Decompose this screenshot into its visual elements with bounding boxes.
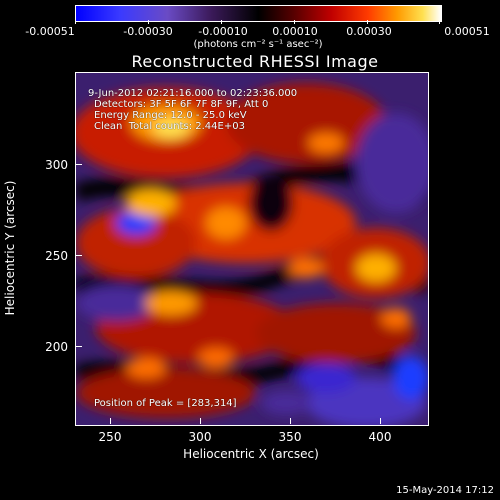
x-tick-label: 250 xyxy=(98,430,122,444)
y-tick xyxy=(76,346,82,347)
energy-range: Energy Range: 12.0 - 25.0 keV xyxy=(94,110,247,121)
y-tick xyxy=(76,164,82,165)
colorbar-tick-label: 0.00010 xyxy=(272,25,318,38)
x-tick-label: 300 xyxy=(188,430,212,444)
y-tick-label: 250 xyxy=(45,249,68,263)
colorbar-tick xyxy=(439,20,440,24)
image-title: Reconstructed RHESSI Image xyxy=(131,52,379,71)
detectors-info: Detectors: 3F 5F 6F 7F 8F 9F, Att 0 xyxy=(94,99,269,110)
colorbar-tick-label: -0.00010 xyxy=(198,25,248,38)
colorbar xyxy=(75,5,442,22)
y-tick-label: 200 xyxy=(45,340,68,354)
x-axis-label: Heliocentric X (arcsec) xyxy=(183,447,319,461)
x-tick-label: 400 xyxy=(368,430,392,444)
clean-total-counts: Clean Total counts: 2.44E+03 xyxy=(94,121,245,132)
x-tick xyxy=(200,418,201,424)
colorbar-tick-label: 0.00051 xyxy=(444,25,490,38)
x-tick xyxy=(380,418,381,424)
colorbar-tick xyxy=(75,20,76,24)
x-tick xyxy=(110,418,111,424)
colorbar-units: (photons cm⁻² s⁻¹ asec⁻²) xyxy=(193,39,323,50)
reconstructed-image xyxy=(76,73,428,425)
x-tick xyxy=(290,418,291,424)
y-axis-label: Heliocentric Y (arcsec) xyxy=(3,180,17,316)
colorbar-tick xyxy=(148,20,149,24)
y-tick xyxy=(76,255,82,256)
image-plot xyxy=(75,72,429,426)
peak-position: Position of Peak = [283,314] xyxy=(94,398,237,409)
colorbar-tick xyxy=(221,20,222,24)
y-tick-label: 300 xyxy=(45,158,68,172)
colorbar-tick-label: -0.00030 xyxy=(123,25,173,38)
x-tick-label: 350 xyxy=(278,430,302,444)
generation-timestamp: 15-May-2014 17:12 xyxy=(396,485,494,496)
colorbar-tick xyxy=(367,20,368,24)
colorbar-tick-label: -0.00051 xyxy=(25,25,75,38)
colorbar-tick xyxy=(294,20,295,24)
colorbar-tick-label: 0.00030 xyxy=(346,25,392,38)
observation-time: 9-Jun-2012 02:21:16.000 to 02:23:36.000 xyxy=(88,88,298,99)
